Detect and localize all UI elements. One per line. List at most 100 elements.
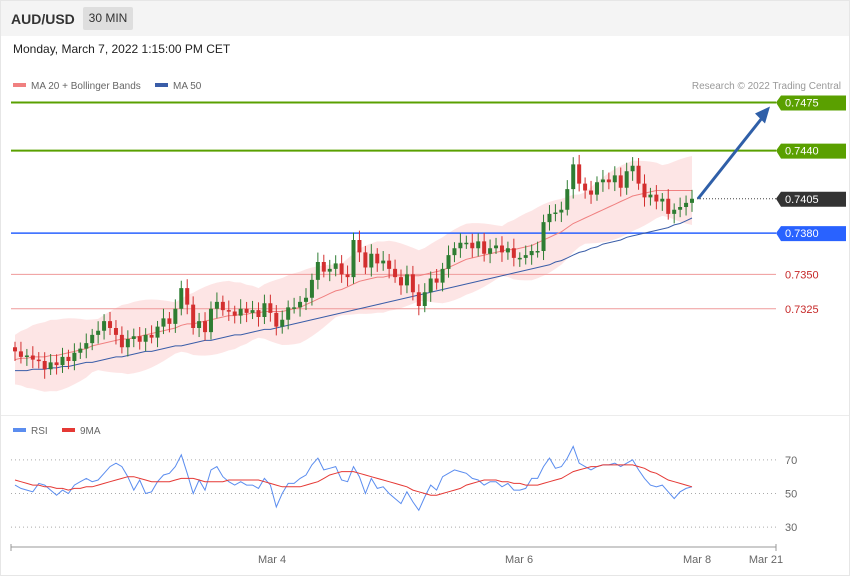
candle-body xyxy=(624,171,629,188)
candle-body xyxy=(327,268,332,272)
legend-rsi-label: RSI xyxy=(31,426,48,437)
candle-body xyxy=(102,321,107,331)
level-label-5: 0.7325 xyxy=(785,304,819,316)
panel-separator xyxy=(1,415,849,416)
candle-body xyxy=(488,248,493,254)
legend-ma50-label: MA 50 xyxy=(173,81,202,92)
candle-body xyxy=(268,303,273,313)
rsi-level-label-0: 70 xyxy=(785,455,797,467)
candle-body xyxy=(547,213,552,223)
candle-body xyxy=(393,268,398,278)
candle-body xyxy=(571,164,576,190)
candle-body xyxy=(410,274,415,293)
candle-body xyxy=(339,263,344,275)
rsi-level-label-2: 30 xyxy=(785,522,797,534)
ma20-swatch xyxy=(13,83,26,88)
credit-text: Research © 2022 Trading Central xyxy=(691,81,841,92)
x-tick-label-3: Mar 21 xyxy=(749,554,783,566)
legend-rsi-ma-label: 9MA xyxy=(80,426,101,437)
candle-body xyxy=(589,190,594,195)
candle-body xyxy=(256,310,261,317)
candle-body xyxy=(565,189,570,210)
candle-body xyxy=(143,334,148,342)
symbol-title: AUD/USD xyxy=(11,11,75,27)
candle-body xyxy=(96,330,101,335)
x-tick-label-2: Mar 8 xyxy=(683,554,711,566)
rsi-level-label-1: 50 xyxy=(785,489,797,501)
candle-body xyxy=(108,321,113,328)
candle-body xyxy=(577,164,582,184)
candle-body xyxy=(292,307,297,309)
candle-body xyxy=(262,303,267,317)
candle-body xyxy=(351,240,356,278)
rsi-ma-swatch xyxy=(62,428,75,433)
level-tag-2 xyxy=(776,191,846,207)
candle-body xyxy=(131,336,136,339)
candle-body xyxy=(690,198,694,203)
candle-body xyxy=(60,356,65,366)
candle-body xyxy=(648,194,653,198)
level-tag-3 xyxy=(776,226,846,242)
candle-body xyxy=(298,301,303,308)
candle-body xyxy=(48,362,53,370)
candle-body xyxy=(672,209,677,214)
candle-body xyxy=(155,326,160,338)
candle-body xyxy=(559,209,564,213)
candle-body xyxy=(149,334,154,338)
candle-body xyxy=(185,288,190,305)
candle-body xyxy=(606,179,611,183)
candle-body xyxy=(191,304,196,328)
candle-body xyxy=(529,251,534,256)
level-label-0: 0.7475 xyxy=(785,98,819,110)
legend-rsi: RSI xyxy=(13,426,48,437)
level-label-3: 0.7380 xyxy=(785,228,819,240)
legend-ma20-label: MA 20 + Bollinger Bands xyxy=(31,81,141,92)
candle-body xyxy=(280,319,285,327)
level-label-2: 0.7405 xyxy=(785,194,819,206)
legend-rsi-ma: 9MA xyxy=(62,426,101,437)
candle-body xyxy=(345,274,350,278)
rsi-swatch xyxy=(13,428,26,433)
candle-body xyxy=(654,194,659,202)
candle-body xyxy=(517,257,522,260)
candle-body xyxy=(440,268,445,283)
candle-body xyxy=(642,183,647,198)
candle-body xyxy=(678,207,683,210)
candle-body xyxy=(612,175,617,183)
candle-body xyxy=(113,328,118,335)
level-tag-1 xyxy=(776,143,846,159)
candle-body xyxy=(630,165,635,172)
candle-body xyxy=(636,165,641,184)
chart-datetime: Monday, March 7, 2022 1:15:00 PM CET xyxy=(13,42,231,56)
candle-body xyxy=(499,245,504,253)
candle-body xyxy=(286,307,291,320)
candle-body xyxy=(369,253,374,268)
candle-body xyxy=(535,251,540,253)
candle-body xyxy=(553,212,558,214)
candle-body xyxy=(381,260,386,264)
rsi-line xyxy=(14,445,693,512)
candle-body xyxy=(167,318,172,324)
candle-body xyxy=(309,279,314,298)
candle-body xyxy=(18,351,23,357)
candle-body xyxy=(42,361,47,370)
candle-body xyxy=(511,248,516,258)
header-bar xyxy=(1,1,849,36)
candle-body xyxy=(666,198,671,214)
candle-body xyxy=(470,242,475,249)
legend-ma50: MA 50 xyxy=(155,81,201,92)
candle-body xyxy=(660,198,665,202)
level-label-4: 0.7350 xyxy=(785,269,819,281)
candle-body xyxy=(422,292,427,306)
candle-body xyxy=(387,260,392,269)
candle-body xyxy=(66,356,71,361)
candle-body xyxy=(482,241,487,254)
candle-body xyxy=(428,278,433,293)
candle-body xyxy=(274,312,279,327)
timeframe-button[interactable]: 30 MIN xyxy=(83,7,133,30)
candle-body xyxy=(161,318,166,327)
candle-body xyxy=(244,308,249,313)
x-tick-label-1: Mar 6 xyxy=(505,554,533,566)
candle-body xyxy=(583,183,588,191)
